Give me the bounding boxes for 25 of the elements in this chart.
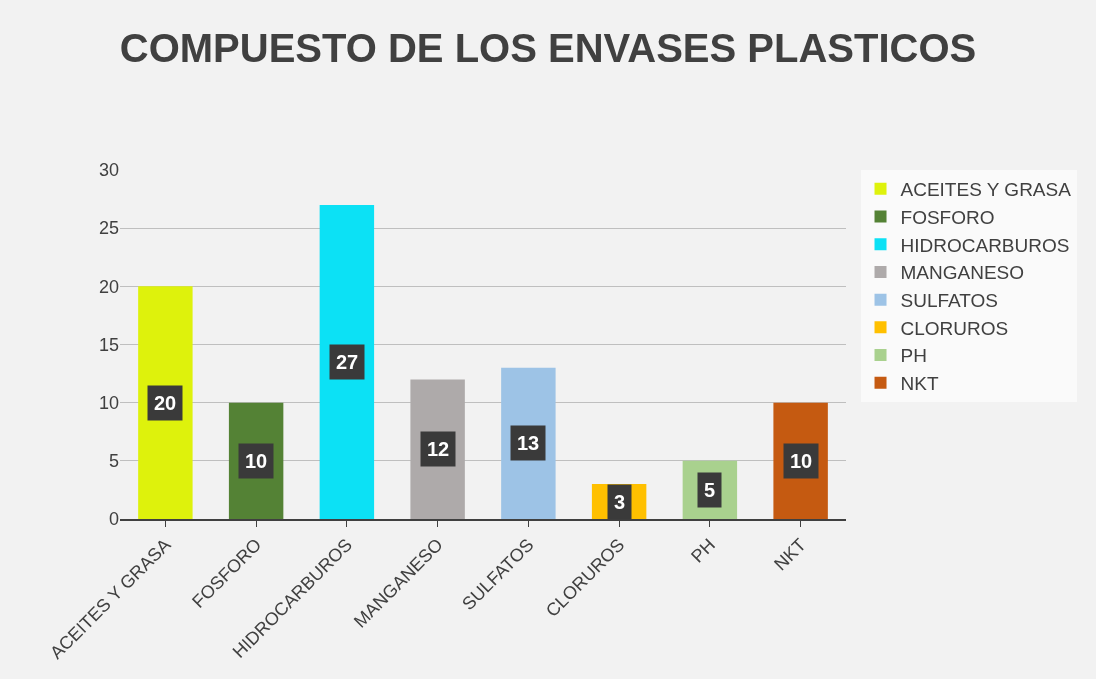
y-tick-label: 30	[98, 160, 119, 181]
data-label: 3	[614, 491, 626, 513]
legend-label: MANGANESO	[900, 262, 1025, 284]
data-label: 20	[154, 392, 177, 414]
y-tick-label: 20	[98, 276, 119, 297]
chart-title: COMPUESTO DE LOS ENVASES PLASTICOS	[119, 25, 977, 70]
data-label: 10	[245, 450, 268, 472]
data-label: 13	[517, 432, 540, 454]
y-tick-label: 0	[108, 509, 119, 530]
data-label: 27	[336, 351, 359, 373]
y-tick-label: 15	[98, 334, 119, 355]
y-tick-label: 25	[98, 218, 119, 239]
data-label: 10	[790, 450, 813, 472]
legend-label: NKT	[900, 373, 939, 395]
legend-label: FOSFORO	[900, 206, 995, 228]
data-label: 5	[704, 479, 716, 501]
data-label: 12	[427, 438, 450, 460]
legend-label: SULFATOS	[900, 290, 999, 312]
y-tick-label: 5	[108, 451, 119, 472]
y-tick-label: 10	[98, 392, 119, 413]
legend-label: ACEITES Y GRASA	[900, 179, 1072, 201]
x-tick-label: PH	[687, 534, 720, 567]
legend-label: HIDROCARBUROS	[900, 234, 1070, 256]
legend-label: PH	[900, 345, 927, 367]
legend-label: CLORUROS	[900, 317, 1009, 339]
